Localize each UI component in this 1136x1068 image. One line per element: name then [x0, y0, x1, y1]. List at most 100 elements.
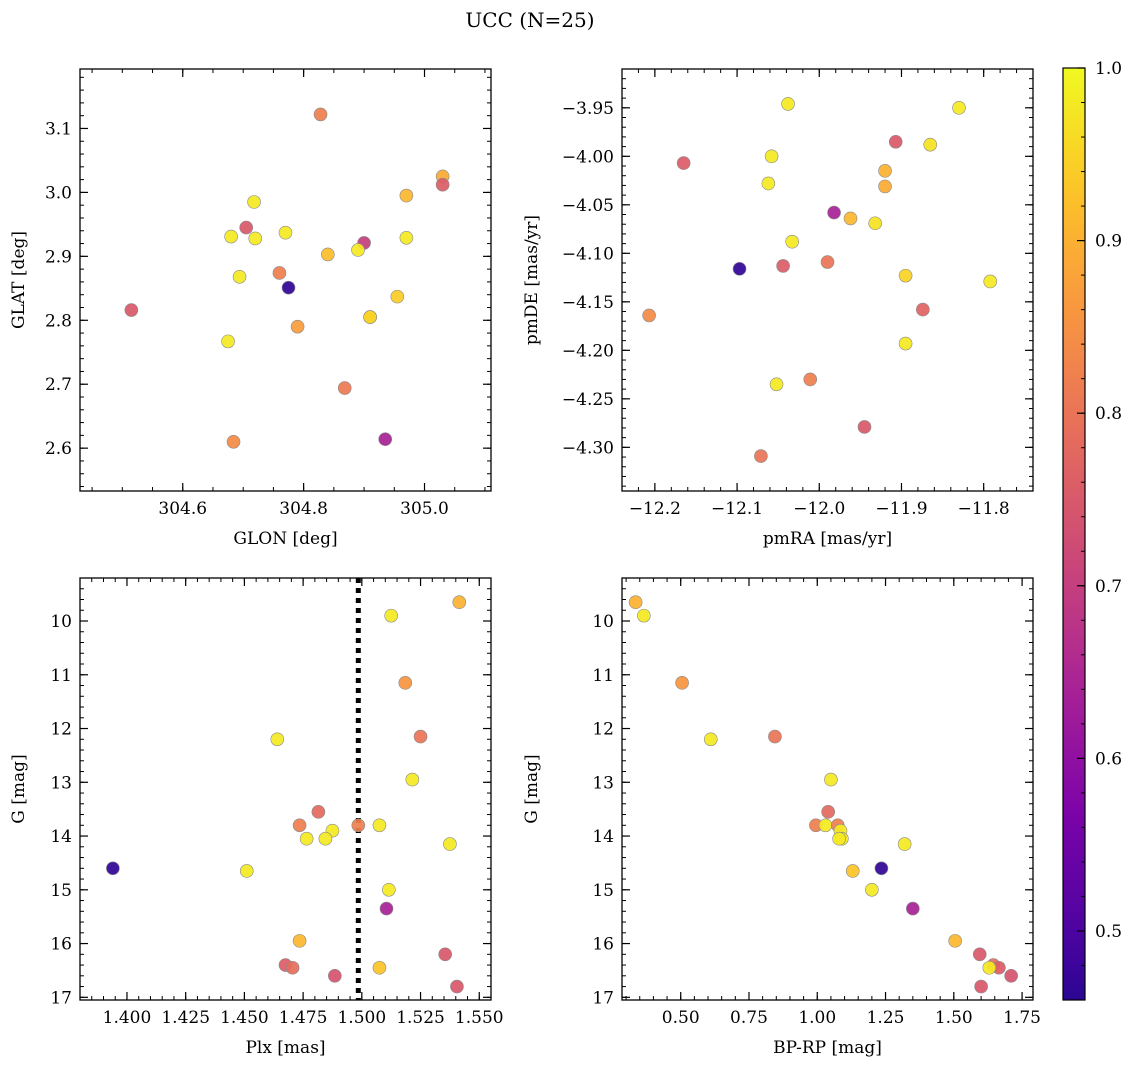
data-point [106, 861, 120, 876]
plot-frame [79, 68, 492, 492]
data-point [948, 934, 962, 948]
data-point [1004, 969, 1018, 983]
data-point [435, 177, 450, 192]
data-point [281, 280, 296, 295]
data-point [272, 266, 287, 280]
y-tick-label: 3.0 [45, 183, 72, 203]
data-point [761, 176, 776, 191]
x-tick-label: 1.475 [279, 1008, 328, 1028]
data-point [637, 608, 651, 623]
data-point [888, 134, 903, 149]
data-point [898, 268, 913, 283]
y-tick-label: 13 [50, 773, 72, 793]
x-tick-label: −11.9 [875, 499, 927, 519]
data-point [703, 732, 718, 747]
plot-frame [621, 68, 1034, 492]
y-tick-label: −4.15 [562, 293, 614, 313]
data-point [769, 377, 784, 392]
data-point [972, 947, 987, 962]
scatter-panel-4: 0.50 0.75 1.00 1.25 1.50 1.75 10 11 12 13 14 15 16 17… [522, 577, 1041, 1058]
data-point [878, 179, 892, 194]
data-point [232, 270, 247, 284]
y-tick-label: 11 [592, 666, 614, 686]
data-point [221, 334, 235, 349]
data-point [311, 805, 326, 819]
data-point [321, 247, 335, 262]
x-tick-label: 304.6 [158, 499, 207, 519]
data-point [906, 901, 920, 916]
plot-frame [79, 577, 492, 1001]
data-point [754, 449, 768, 463]
y-tick-label: 16 [50, 935, 72, 955]
data-point [974, 979, 988, 994]
y-tick-label: 3.1 [45, 119, 72, 139]
data-point [768, 729, 782, 744]
data-point [832, 831, 846, 846]
x-tick-label: 1.450 [220, 1008, 269, 1028]
data-point [865, 882, 879, 897]
y-tick-label: −4.10 [562, 244, 614, 264]
x-tick-label: 0.75 [730, 1008, 768, 1028]
y-axis-label: G [mag] [9, 754, 29, 823]
data-point [224, 229, 238, 244]
data-point [868, 216, 882, 231]
data-point [675, 676, 689, 690]
data-point [363, 310, 377, 324]
data-point [247, 195, 261, 209]
data-point [239, 864, 254, 878]
y-axis-label: pmDE [mas/yr] [522, 215, 542, 345]
data-point [378, 432, 393, 447]
x-tick-label: 1.75 [1003, 1008, 1041, 1028]
data-point [923, 137, 938, 152]
y-tick-label: 10 [592, 612, 614, 632]
data-point [313, 107, 328, 122]
y-tick-label: −3.95 [562, 99, 614, 119]
data-point [398, 676, 413, 690]
data-point [351, 818, 366, 833]
x-tick-label: −12.2 [629, 499, 681, 519]
data-point [438, 947, 453, 962]
data-point [379, 901, 394, 916]
x-tick-label: 1.525 [396, 1008, 445, 1028]
y-axis-label: GLAT [deg] [9, 231, 29, 329]
data-point [878, 164, 892, 178]
colorbar-gradient [1062, 67, 1086, 1001]
data-point [818, 818, 833, 833]
data-point [124, 303, 139, 317]
y-tick-label: −4.05 [562, 196, 614, 216]
y-tick-label: 17 [50, 988, 72, 1008]
x-axis-label: Plx [mas] [245, 1038, 325, 1058]
x-tick-label: 305.0 [400, 499, 449, 519]
scatter-panel-2: −12.2 −12.1 −12.0 −11.9 −11.8 −4.30 −4.25 −4.20… [522, 68, 1034, 549]
data-point [405, 772, 420, 787]
data-point [372, 818, 387, 833]
x-tick-label: 1.400 [103, 1008, 152, 1028]
y-tick-label: 16 [592, 935, 614, 955]
scatter-panel-3: 1.400 1.425 1.450 1.475 1.500 1.525 1.550 10 11 1… [9, 577, 504, 1058]
data-point [285, 960, 300, 975]
data-point [292, 818, 307, 833]
data-point [628, 595, 643, 609]
colorbar-tick-label: 0.9 [1095, 232, 1122, 252]
data-point [328, 969, 342, 983]
x-tick-label: 1.500 [337, 1008, 386, 1028]
data-point [318, 831, 333, 846]
data-point [874, 861, 889, 876]
data-point [450, 979, 464, 994]
data-point [270, 732, 285, 747]
data-point [781, 97, 795, 111]
x-tick-label: 1.25 [867, 1008, 905, 1028]
y-tick-label: 12 [50, 720, 72, 740]
data-point [337, 381, 352, 395]
y-tick-label: 14 [592, 827, 614, 847]
data-point [642, 308, 656, 323]
data-point [785, 234, 799, 249]
data-point [843, 211, 858, 226]
data-point [299, 831, 314, 846]
data-points [642, 97, 998, 463]
data-point [857, 420, 872, 434]
data-points [106, 595, 467, 994]
data-point [452, 595, 467, 609]
y-tick-label: 17 [592, 988, 614, 1008]
